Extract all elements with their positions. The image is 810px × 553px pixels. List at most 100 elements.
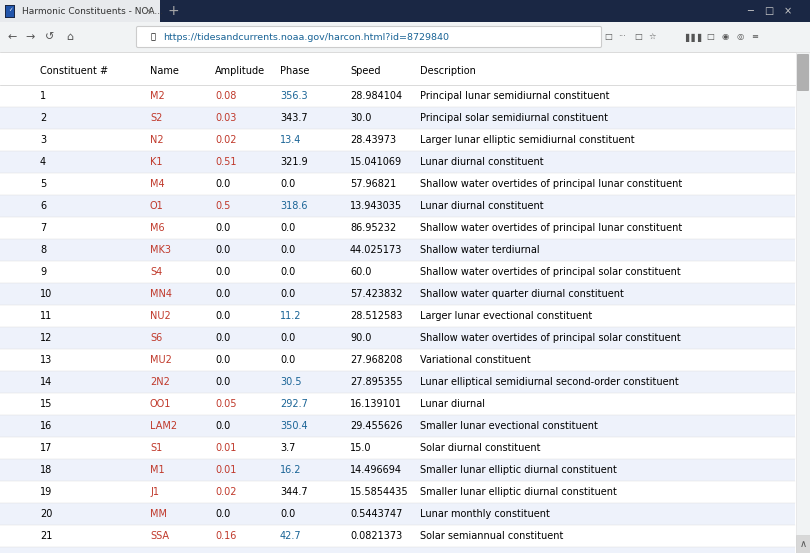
Text: Larger lunar elliptic semidiurnal constituent: Larger lunar elliptic semidiurnal consti… [420,135,634,145]
Text: 15: 15 [40,399,53,409]
Text: ···: ··· [618,33,626,41]
Text: 343.7: 343.7 [280,113,308,123]
Text: ⌂: ⌂ [66,32,74,42]
Text: 0.0: 0.0 [215,289,230,299]
Text: 28.43973: 28.43973 [350,135,396,145]
Text: 16.139101: 16.139101 [350,399,402,409]
Bar [0,481,795,503]
Text: 15.5854435: 15.5854435 [350,487,408,497]
Text: 0.0: 0.0 [280,289,296,299]
Text: 17: 17 [40,443,53,453]
Text: ✓: ✓ [7,8,12,13]
Text: 0.0: 0.0 [215,223,230,233]
Text: Larger lunar evectional constituent: Larger lunar evectional constituent [420,311,592,321]
Text: Lunar diurnal constituent: Lunar diurnal constituent [420,201,544,211]
Bar [0,151,795,173]
Text: □: □ [765,6,774,16]
Bar [0,547,795,553]
Text: 0.16: 0.16 [215,531,237,541]
Text: S1: S1 [150,443,162,453]
Bar [0,459,795,481]
Bar [0,195,795,217]
Bar [796,535,810,553]
FancyBboxPatch shape [137,27,602,48]
Bar [0,22,810,52]
Bar [0,173,795,195]
Text: 13.4: 13.4 [280,135,301,145]
Text: 86.95232: 86.95232 [350,223,396,233]
Text: ≡: ≡ [752,33,758,41]
Bar [0,503,795,525]
Text: ←: ← [7,32,17,42]
Text: 0.0: 0.0 [280,333,296,343]
Bar [0,393,795,415]
Text: Shallow water quarter diurnal constituent: Shallow water quarter diurnal constituen… [420,289,624,299]
Text: Name: Name [150,66,179,76]
Text: 28.512583: 28.512583 [350,311,403,321]
Text: 2: 2 [40,113,46,123]
Text: MM: MM [150,509,167,519]
Text: 16.2: 16.2 [280,465,301,475]
Text: 0.02: 0.02 [215,487,237,497]
Bar [0,85,795,107]
Text: ×: × [143,6,153,16]
Bar [0,261,795,283]
Text: Harmonic Constituents - NOA...: Harmonic Constituents - NOA... [22,7,163,15]
Text: Shallow water terdiurnal: Shallow water terdiurnal [420,245,539,255]
Text: MN4: MN4 [150,289,172,299]
Text: 0.03: 0.03 [215,113,237,123]
Text: 3: 3 [40,135,46,145]
Bar [796,52,810,553]
Text: 0.0: 0.0 [215,179,230,189]
Text: 0.0: 0.0 [215,267,230,277]
Bar [0,0,160,22]
Text: O1: O1 [150,201,164,211]
Text: 8: 8 [40,245,46,255]
Text: 292.7: 292.7 [280,399,308,409]
Text: 14: 14 [40,377,53,387]
Bar [6,6,14,17]
Text: 0.0: 0.0 [215,421,230,431]
Text: 344.7: 344.7 [280,487,308,497]
Text: 0.0: 0.0 [215,355,230,365]
Bar [0,283,795,305]
Text: →: → [25,32,35,42]
Text: 60.0: 60.0 [350,267,371,277]
Text: MU2: MU2 [150,355,172,365]
Text: 20: 20 [40,509,53,519]
Text: 14.496694: 14.496694 [350,465,402,475]
Text: 2N2: 2N2 [150,377,170,387]
Text: 28.984104: 28.984104 [350,91,402,101]
Text: 0.0: 0.0 [280,223,296,233]
Text: 27.895355: 27.895355 [350,377,403,387]
Text: 0.0: 0.0 [280,355,296,365]
Text: □: □ [604,33,612,41]
Text: 30.0: 30.0 [350,113,371,123]
Text: Phase: Phase [280,66,309,76]
Text: Description: Description [420,66,476,76]
Text: 0.51: 0.51 [215,157,237,167]
Bar [0,0,810,22]
Text: 356.3: 356.3 [280,91,308,101]
Text: M4: M4 [150,179,164,189]
Text: LAM2: LAM2 [150,421,177,431]
Bar [0,349,795,371]
Text: 12: 12 [40,333,53,343]
Text: Solar diurnal constituent: Solar diurnal constituent [420,443,540,453]
Text: +: + [167,4,179,18]
Text: 0.08: 0.08 [215,91,237,101]
Text: 0.01: 0.01 [215,465,237,475]
Text: 13: 13 [40,355,53,365]
Text: 21: 21 [40,531,53,541]
Text: Smaller lunar evectional constituent: Smaller lunar evectional constituent [420,421,598,431]
Text: 0.0: 0.0 [280,509,296,519]
Text: S2: S2 [150,113,162,123]
Text: M6: M6 [150,223,164,233]
Text: 15.0: 15.0 [350,443,372,453]
Text: 321.9: 321.9 [280,157,308,167]
Bar [0,129,795,151]
Text: 0.0: 0.0 [280,245,296,255]
Text: 9: 9 [40,267,46,277]
FancyBboxPatch shape [797,54,809,91]
Text: ◎: ◎ [736,33,744,41]
